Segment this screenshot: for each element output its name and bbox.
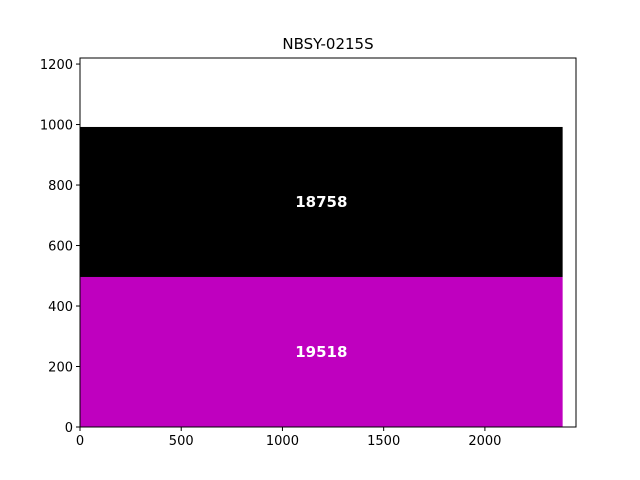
bar-block-1: [80, 126, 563, 277]
bar-label-1: 18758: [295, 193, 347, 211]
y-tick-label-4: 800: [48, 179, 73, 194]
x-tick-label-0: 0: [76, 434, 84, 449]
y-tick-label-2: 400: [48, 300, 73, 315]
y-tick-label-6: 1200: [40, 58, 73, 73]
bar-block-0: [80, 276, 563, 427]
y-tick-label-0: 0: [65, 421, 73, 436]
x-axis: 0 500 1000 1500 2000: [76, 427, 501, 449]
chart-title: NBSY-0215S: [282, 35, 373, 53]
x-tick-label-2: 1000: [266, 434, 299, 449]
bar-label-0: 19518: [295, 343, 347, 361]
plot-frame: [79, 57, 577, 428]
y-tick-label-1: 200: [48, 361, 73, 376]
y-axis: 0 200 400 600 800 1000 1200: [40, 58, 80, 436]
y-tick-label-5: 1000: [40, 119, 73, 134]
x-tick-label-4: 2000: [468, 434, 501, 449]
bar-labels: 19518 18758: [295, 193, 347, 361]
x-tick-label-3: 1500: [367, 434, 400, 449]
bar-blocks: [80, 126, 563, 427]
y-tick-label-3: 600: [48, 240, 73, 255]
x-tick-label-1: 500: [169, 434, 194, 449]
